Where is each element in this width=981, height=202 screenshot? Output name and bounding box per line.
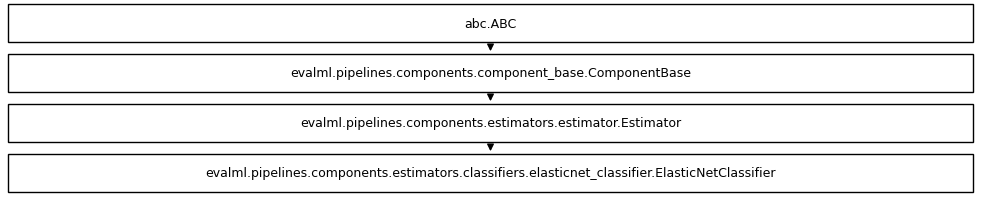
Text: evalml.pipelines.components.component_base.ComponentBase: evalml.pipelines.components.component_ba…	[290, 67, 691, 80]
Bar	[8, 5, 973, 43]
Bar	[8, 55, 973, 93]
Bar	[8, 154, 973, 192]
Text: evalml.pipelines.components.estimators.estimator.Estimator: evalml.pipelines.components.estimators.e…	[300, 117, 681, 130]
Bar	[8, 104, 973, 142]
Text: evalml.pipelines.components.estimators.classifiers.elasticnet_classifier.Elastic: evalml.pipelines.components.estimators.c…	[205, 167, 776, 180]
Text: abc.ABC: abc.ABC	[464, 17, 517, 30]
